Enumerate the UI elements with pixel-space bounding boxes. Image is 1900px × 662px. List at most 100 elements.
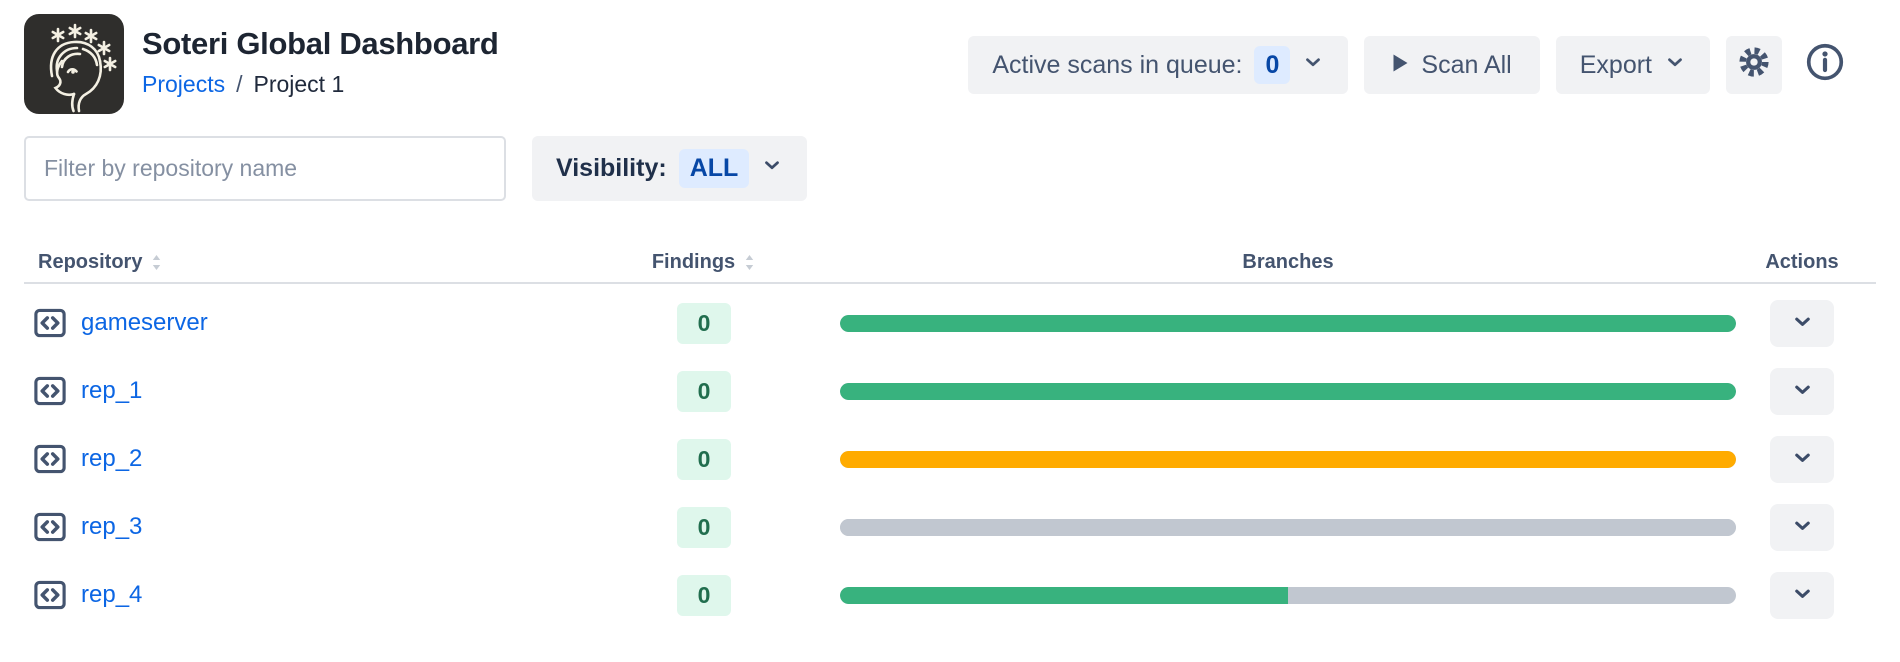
findings-badge: 0	[677, 302, 731, 344]
repository-cell: rep_3	[24, 509, 664, 545]
table-body: gameserver 0	[24, 289, 1876, 629]
findings-cell: 0	[664, 506, 744, 548]
chevron-down-icon	[1791, 514, 1814, 540]
repository-code-icon	[32, 577, 68, 613]
scan-all-button[interactable]: Scan All	[1364, 36, 1540, 94]
repository-cell: gameserver	[24, 305, 664, 341]
chevron-down-icon	[1302, 51, 1324, 80]
findings-cell: 0	[664, 438, 744, 480]
column-header-actions: Actions	[1765, 250, 1839, 273]
info-icon	[1804, 41, 1846, 90]
branches-cell	[744, 518, 1752, 536]
actions-cell	[1752, 435, 1852, 483]
sort-icon[interactable]	[743, 254, 756, 271]
chevron-down-icon	[1791, 378, 1814, 404]
branches-cell	[744, 382, 1752, 400]
column-header-branches: Branches	[1242, 250, 1334, 273]
chevron-down-icon	[1791, 582, 1814, 608]
repository-code-icon	[32, 441, 68, 477]
repository-filter-input[interactable]	[24, 136, 506, 201]
findings-badge: 0	[677, 370, 731, 412]
row-actions-dropdown[interactable]	[1770, 503, 1834, 551]
sort-icon[interactable]	[150, 254, 163, 271]
repository-code-icon	[32, 373, 68, 409]
branch-progress-fill	[840, 450, 1736, 468]
active-scans-label: Active scans in queue:	[992, 50, 1243, 79]
actions-cell	[1752, 571, 1852, 619]
branch-progress-track	[840, 518, 1736, 536]
breadcrumb-separator: /	[236, 71, 243, 97]
branch-progress-fill	[840, 518, 1736, 536]
findings-badge: 0	[677, 574, 731, 616]
branches-cell	[744, 314, 1752, 332]
breadcrumb-current: Project 1	[253, 71, 345, 97]
settings-button[interactable]	[1726, 36, 1782, 94]
active-scans-dropdown[interactable]: Active scans in queue: 0	[968, 36, 1349, 94]
breadcrumb-projects-link[interactable]: Projects	[142, 71, 226, 97]
branches-cell	[744, 450, 1752, 468]
actions-cell	[1752, 299, 1852, 347]
branch-progress-track	[840, 382, 1736, 400]
breadcrumb: Projects / Project 1	[142, 71, 499, 98]
top-bar: Soteri Global Dashboard Projects / Proje…	[0, 0, 1900, 118]
repository-link[interactable]: rep_3	[81, 513, 143, 540]
branch-progress-track	[840, 450, 1736, 468]
export-dropdown[interactable]: Export	[1555, 36, 1710, 94]
repository-link[interactable]: rep_2	[81, 445, 143, 472]
findings-badge: 0	[677, 438, 731, 480]
table-row: gameserver 0	[24, 289, 1876, 357]
repository-cell: rep_1	[24, 373, 664, 409]
table-header-row: Repository Findings Bran	[24, 242, 1876, 284]
brand: Soteri Global Dashboard Projects / Proje…	[24, 14, 499, 114]
table-row: rep_4 0	[24, 561, 1876, 629]
findings-cell: 0	[664, 302, 744, 344]
repository-link[interactable]: rep_1	[81, 377, 143, 404]
repository-code-icon	[32, 305, 68, 341]
filter-row: Visibility: ALL	[24, 136, 1876, 201]
branch-progress-track	[840, 586, 1736, 604]
top-actions: Active scans in queue: 0 Scan All Export	[968, 36, 1852, 94]
chevron-down-icon	[1664, 51, 1686, 80]
branch-progress-fill	[840, 314, 1736, 332]
scan-all-label: Scan All	[1421, 50, 1512, 79]
brand-text: Soteri Global Dashboard Projects / Proje…	[142, 14, 499, 114]
gear-icon	[1737, 45, 1771, 86]
branch-progress-fill	[840, 586, 1288, 604]
play-icon	[1392, 51, 1409, 80]
active-scans-count-badge: 0	[1254, 45, 1291, 85]
repository-code-icon	[32, 509, 68, 545]
row-actions-dropdown[interactable]	[1770, 435, 1834, 483]
chevron-down-icon	[1791, 310, 1814, 336]
findings-cell: 0	[664, 574, 744, 616]
repository-cell: rep_4	[24, 577, 664, 613]
table-row: rep_3 0	[24, 493, 1876, 561]
table-row: rep_2 0	[24, 425, 1876, 493]
row-actions-dropdown[interactable]	[1770, 571, 1834, 619]
chevron-down-icon	[1791, 446, 1814, 472]
table-row: rep_1 0	[24, 357, 1876, 425]
chevron-down-icon	[761, 154, 783, 183]
actions-cell	[1752, 503, 1852, 551]
soteri-logo-icon	[24, 14, 124, 114]
findings-cell: 0	[664, 370, 744, 412]
row-actions-dropdown[interactable]	[1770, 299, 1834, 347]
repository-cell: rep_2	[24, 441, 664, 477]
repositories-table: Repository Findings Bran	[24, 242, 1876, 629]
column-header-findings[interactable]: Findings	[652, 251, 754, 274]
visibility-dropdown[interactable]: Visibility: ALL	[532, 136, 808, 201]
actions-cell	[1752, 367, 1852, 415]
page-title: Soteri Global Dashboard	[142, 26, 499, 61]
export-label: Export	[1579, 50, 1652, 79]
findings-badge: 0	[677, 506, 731, 548]
branch-progress-track	[840, 314, 1736, 332]
info-button[interactable]	[1798, 36, 1852, 94]
visibility-value-badge: ALL	[678, 149, 750, 188]
branches-cell	[744, 586, 1752, 604]
visibility-label: Visibility:	[556, 154, 667, 182]
repository-link[interactable]: gameserver	[81, 309, 208, 336]
repository-link[interactable]: rep_4	[81, 581, 143, 608]
branch-progress-fill	[840, 382, 1736, 400]
column-header-repository[interactable]: Repository	[24, 251, 664, 274]
row-actions-dropdown[interactable]	[1770, 367, 1834, 415]
